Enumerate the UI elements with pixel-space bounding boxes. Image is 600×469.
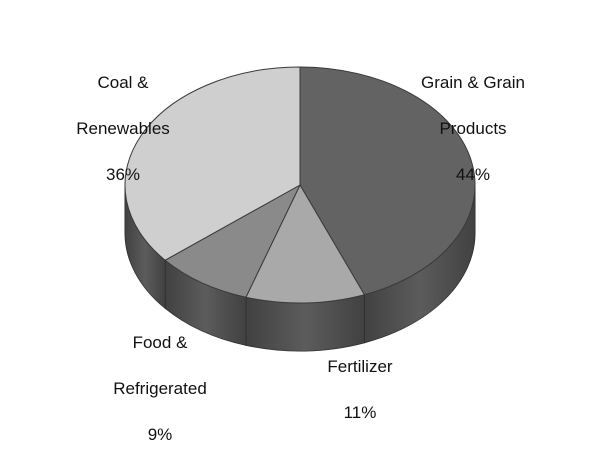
pie-side-shade-food (165, 260, 246, 346)
pie-slice-fertilizer (245, 183, 366, 304)
pie-side-shade-coal (125, 185, 166, 309)
pie-top-face (124, 66, 476, 304)
slice-label-food-line1: Food & (132, 333, 188, 352)
slice-percent-fertilizer: 11% (343, 403, 377, 422)
slice-label-fertilizer-line1: Fertilizer (327, 357, 393, 376)
pie-slice-grain (299, 66, 476, 296)
slice-label-coal: Coal & Renewables 36% (48, 48, 198, 209)
slice-label-coal-line1: Coal & (97, 73, 149, 92)
slice-label-food: Food & Refrigerated 9% (80, 308, 240, 469)
pie-side-wall (124, 184, 476, 352)
slice-label-fertilizer: Fertilizer 11% (300, 332, 420, 447)
pie-slice-coal (124, 66, 301, 261)
slice-label-grain-line2: Products (439, 119, 507, 138)
slice-percent-grain: 44% (455, 165, 491, 184)
slice-label-grain: Grain & Grain Products 44% (398, 48, 548, 209)
slice-percent-coal: 36% (105, 165, 141, 184)
pie-side-shade-grain (364, 185, 475, 343)
slice-percent-food: 9% (147, 425, 173, 444)
slice-label-grain-line1: Grain & Grain (421, 73, 525, 92)
slice-label-food-line2: Refrigerated (113, 379, 207, 398)
pie-chart (124, 66, 476, 352)
pie-side-shade-fertilizer (245, 294, 365, 351)
slice-label-coal-line2: Renewables (76, 119, 170, 138)
pie-slice-food (164, 183, 302, 298)
